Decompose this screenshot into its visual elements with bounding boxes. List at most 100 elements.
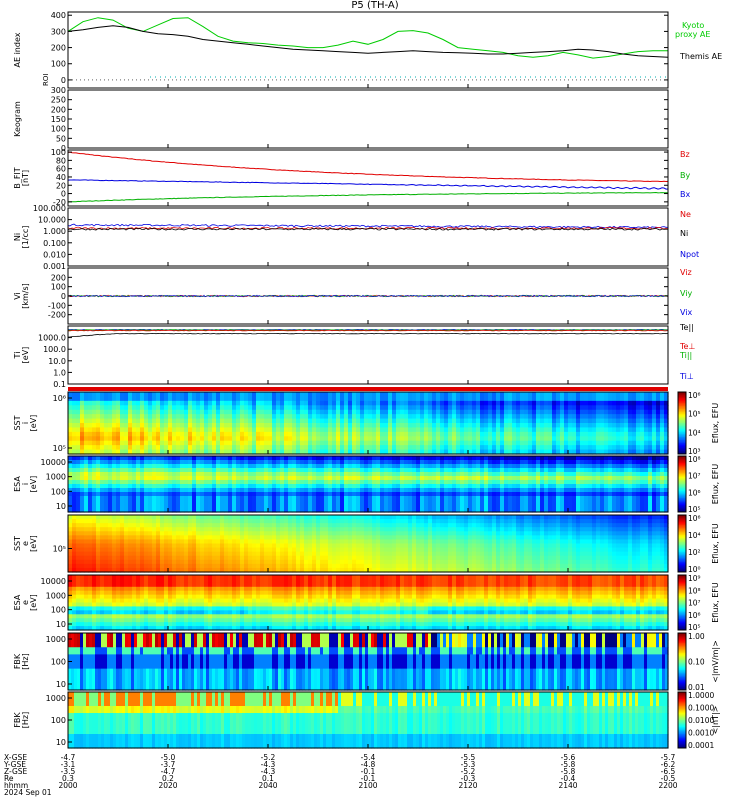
fbk-b-ytick-label: 100 bbox=[51, 716, 66, 725]
ti-ytick-label: 1.0 bbox=[53, 368, 66, 377]
fbk-e-ytick-label: 100 bbox=[51, 658, 66, 667]
ti-ytick-label: 0.1 bbox=[53, 380, 66, 389]
esa-e-ytick-label: 10 bbox=[56, 620, 66, 629]
footer-value: 2140 bbox=[558, 781, 577, 790]
fbk-b-colorbar-label: 1.0000 bbox=[688, 691, 714, 700]
ti-series bbox=[68, 333, 668, 337]
ti-legend: Te⊥ bbox=[679, 342, 695, 351]
keogram-ytick-label: 250 bbox=[51, 96, 66, 105]
ni-series-Npot bbox=[68, 224, 668, 228]
sst-e-spectrogram bbox=[68, 515, 669, 573]
fbk-e-colorbar-title: <|mV/m|> bbox=[711, 640, 720, 683]
footer-value: 2000 bbox=[58, 781, 77, 790]
keogram-ylabel: Keogram bbox=[13, 101, 22, 137]
esa-i-ytick-label: 1000 bbox=[46, 473, 66, 482]
fbk-e-ytick-label: 1000 bbox=[46, 635, 66, 644]
sst-i-colorbar-label: 10⁶ bbox=[688, 391, 701, 400]
ni-ytick-label: 100.000 bbox=[33, 204, 66, 213]
ae-frame bbox=[68, 12, 668, 88]
ae-series-line bbox=[68, 26, 668, 58]
fbk-e-colorbar-label: 0.10 bbox=[688, 658, 705, 667]
roi-label: ROI bbox=[42, 74, 50, 86]
esa-i-spectrogram bbox=[68, 456, 669, 513]
ae-legend-proxy: proxy AE bbox=[675, 30, 710, 39]
bfit-series-Bz bbox=[68, 152, 668, 181]
bfit-legend-Bx: Bx bbox=[680, 190, 690, 199]
bfit-ytick-label: 0 bbox=[61, 190, 66, 199]
fbk-b-colorbar-title: <|nT|> bbox=[711, 706, 720, 735]
keogram-ytick-label: 100 bbox=[51, 125, 66, 134]
vi-legend-Viy: Viy bbox=[680, 289, 693, 298]
bfit-ytick-label: 100 bbox=[51, 148, 66, 157]
ni-ytick-label: 0.100 bbox=[43, 239, 66, 248]
bfit-ylabel: [nT] bbox=[21, 170, 30, 186]
esa-e-colorbar-label: 10⁹ bbox=[688, 574, 701, 583]
ae-legend-themis: Themis AE bbox=[679, 52, 722, 61]
ni-ylabel: [1/cc] bbox=[21, 226, 30, 249]
ti-ytick-label: 100.0 bbox=[43, 345, 66, 354]
fbk-b-ytick-label: 1000 bbox=[46, 694, 66, 703]
ae-series-line bbox=[68, 18, 668, 58]
esa-e-colorbar-label: 10⁶ bbox=[688, 611, 701, 620]
sst-e-ytick-label: 10⁵ bbox=[53, 545, 66, 554]
fbk-b-spectrogram bbox=[68, 692, 669, 749]
vi-ytick-label: 0 bbox=[61, 292, 66, 301]
bfit-ytick-label: 40 bbox=[56, 173, 66, 182]
keogram-ytick-label: 200 bbox=[51, 105, 66, 114]
vi-ytick-label: -100 bbox=[48, 301, 66, 310]
ae-ytick-label: 400 bbox=[51, 11, 66, 20]
footer-value: 2120 bbox=[458, 781, 477, 790]
sst-e-colorbar-label: 10⁶ bbox=[688, 514, 701, 523]
bfit-ytick-label: 60 bbox=[56, 165, 66, 174]
fbk-b-ylabel: [Hz] bbox=[21, 712, 30, 728]
ti-frame bbox=[68, 326, 668, 384]
sst-i-colorbar-title: Eflux, EFU bbox=[711, 403, 720, 444]
esa-i-colorbar-label: 10⁵ bbox=[688, 505, 701, 514]
sst-i-colorbar bbox=[678, 392, 686, 455]
esa-e-colorbar-label: 10⁸ bbox=[688, 586, 701, 595]
vi-legend-Vix: Vix bbox=[680, 308, 693, 317]
vi-legend-Viz: Viz bbox=[680, 268, 692, 277]
esa-e-colorbar bbox=[678, 575, 686, 631]
fbk-e-colorbar bbox=[678, 633, 686, 691]
ae-ylabel: AE index bbox=[13, 32, 22, 67]
ti-ylabel: [eV] bbox=[21, 347, 30, 364]
bfit-legend-Bz: Bz bbox=[680, 150, 690, 159]
ti-legend: Ti⊥ bbox=[679, 372, 694, 381]
fbk-e-colorbar-label: 1.00 bbox=[688, 632, 705, 641]
ni-legend-Npot: Npot bbox=[680, 250, 699, 259]
ae-ytick-label: 200 bbox=[51, 44, 66, 53]
sst-e-colorbar-label: 10² bbox=[688, 548, 701, 557]
sst-i-spectrogram bbox=[68, 392, 669, 455]
sst-i-colorbar-label: 10⁴ bbox=[688, 428, 701, 437]
bfit-ytick-label: 20 bbox=[56, 181, 66, 190]
esa-i-colorbar-label: 10⁷ bbox=[688, 472, 701, 481]
bfit-ytick-label: 80 bbox=[56, 156, 66, 165]
esa-e-colorbar-label: 10⁵ bbox=[688, 623, 701, 632]
footer-row-label: 2024 Sep 01 bbox=[4, 788, 52, 797]
esa-e-colorbar-label: 10⁷ bbox=[688, 599, 701, 608]
bfit-series-By bbox=[68, 193, 668, 203]
footer-value: 2040 bbox=[258, 781, 277, 790]
bfit-frame bbox=[68, 150, 668, 206]
ti-ytick-label: 1000.0 bbox=[38, 334, 66, 343]
esa-e-ytick-label: 100 bbox=[51, 606, 66, 615]
ni-ytick-label: 0.001 bbox=[43, 262, 66, 271]
ti-series bbox=[68, 330, 668, 331]
esa-i-ytick-label: 10000 bbox=[41, 458, 66, 467]
fbk-e-spectrogram bbox=[68, 633, 669, 691]
ti-ytick-label: 10.0 bbox=[48, 357, 66, 366]
ti-legend: Ti|| bbox=[679, 351, 692, 360]
ni-legend-Ni: Ni bbox=[680, 229, 688, 238]
vi-ylabel: [km/s] bbox=[21, 283, 30, 309]
fbk-e-ytick-label: 10 bbox=[56, 680, 66, 689]
ae-ytick-label: 300 bbox=[51, 27, 66, 36]
vi-ytick-label: -200 bbox=[48, 311, 66, 320]
ae-ytick-label: 100 bbox=[51, 60, 66, 69]
sst-e-colorbar-label: 10⁴ bbox=[688, 531, 701, 540]
vi-ytick-label: 200 bbox=[51, 273, 66, 282]
fbk-b-colorbar-label: 0.0001 bbox=[688, 741, 714, 750]
sst-i-ytick-label: 10⁶ bbox=[53, 394, 66, 403]
fbk-b-colorbar bbox=[678, 692, 686, 749]
